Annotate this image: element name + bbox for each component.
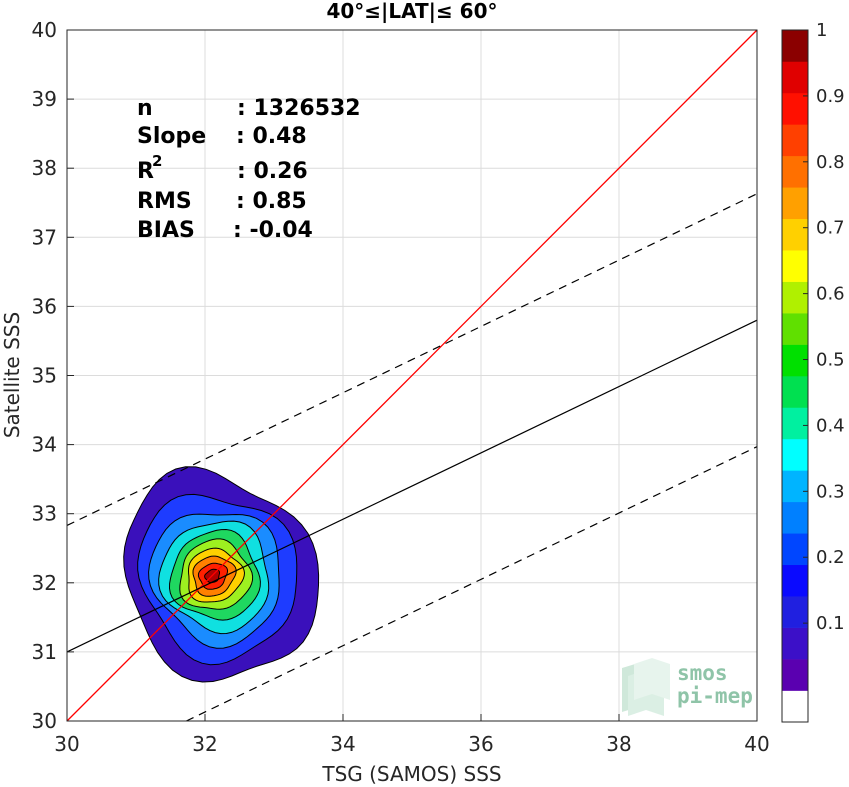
colorbar-tick-label: 1	[816, 20, 827, 41]
y-tick-label: 35	[32, 364, 57, 388]
stat-name-bias: BIAS	[137, 218, 195, 243]
fit-upper-line	[66, 193, 758, 526]
stat-value-slope: : 0.48	[236, 124, 307, 149]
colorbar-tick-label: 0.3	[816, 481, 845, 502]
y-tick-label: 31	[32, 640, 57, 664]
colorbar-frame	[781, 29, 809, 723]
y-tick-label: 36	[32, 294, 57, 318]
colorbar-tick-label: 0.4	[816, 415, 845, 436]
plot-area	[66, 29, 758, 722]
x-tick-label: 34	[330, 732, 355, 756]
colorbar-tick-label: 0.9	[816, 86, 845, 107]
x-tick-label: 38	[606, 732, 631, 756]
x-tick-label: 36	[468, 732, 493, 756]
colorbar-segment	[782, 438, 808, 471]
stat-value-bias: : -0.04	[233, 218, 313, 243]
stat-value-rms: : 0.85	[236, 189, 307, 214]
logo-line2: pi-mep	[677, 684, 753, 708]
colorbar-segment	[782, 250, 808, 282]
colorbar-segment	[782, 470, 808, 503]
colorbar-segment	[782, 627, 808, 660]
regression-lines	[66, 29, 758, 722]
y-axis-label: Satellite SSS	[0, 312, 24, 438]
x-axis-label: TSG (SAMOS) SSS	[321, 762, 501, 786]
colorbar-tick-label: 0.2	[816, 547, 845, 568]
y-tick-label: 34	[32, 433, 57, 457]
stat-superscript: 2	[152, 152, 162, 170]
fit-lower-line	[186, 446, 758, 722]
y-tick-label: 30	[32, 709, 57, 733]
logo-line1: smos	[677, 661, 728, 685]
colorbar-segment	[782, 124, 808, 157]
x-tick-label: 30	[54, 732, 79, 756]
colorbar-tick-label: 0.5	[816, 350, 845, 371]
colorbar-segment	[782, 92, 808, 125]
stat-value-r: : 0.26	[237, 159, 308, 184]
colorbar-segment	[782, 690, 808, 723]
colorbar-segment	[782, 659, 808, 691]
y-tick-label: 38	[32, 156, 57, 180]
colorbar-segment	[782, 187, 808, 220]
stat-name-r: R	[137, 159, 154, 184]
colorbar-segment	[782, 376, 808, 408]
chart-title: 40°≤|LAT|≤ 60°	[326, 0, 497, 23]
colorbar	[781, 29, 809, 723]
stat-name-n: n	[137, 96, 153, 121]
colorbar-tick-label: 0.8	[816, 152, 845, 173]
y-tick-label: 40	[32, 18, 57, 42]
x-tick-label: 40	[744, 732, 769, 756]
identity-line	[66, 29, 758, 722]
stat-name-rms: RMS	[137, 189, 192, 214]
logo-waves-icon	[622, 658, 670, 716]
colorbar-tick-label: 0.7	[816, 218, 845, 239]
smos-pimep-logo: smos pi-mep	[622, 658, 753, 716]
colorbar-segment	[782, 313, 808, 345]
x-tick-label: 32	[192, 732, 217, 756]
colorbar-tick-label: 0.1	[816, 613, 845, 634]
colorbar-segment	[782, 344, 808, 377]
colorbar-segment	[782, 407, 808, 440]
colorbar-segment	[782, 533, 808, 566]
fit-line	[66, 319, 758, 653]
colorbar-segment	[782, 30, 808, 62]
colorbar-segment	[782, 501, 808, 534]
colorbar-segment	[782, 155, 808, 188]
y-tick-label: 37	[32, 225, 57, 249]
colorbar-tick-label: 0.6	[816, 284, 845, 305]
x-tick-labels: 30 32 34 36 38 40	[54, 714, 770, 756]
stats-box: n : 1326532 Slope : 0.48 R2 : 0.26 RMS : 0.85 BI…	[137, 96, 361, 243]
stat-name-slope: Slope	[137, 124, 206, 149]
colorbar-segment	[782, 596, 808, 628]
y-tick-labels: 30 31 32 33 34 35 36 37 38 39 40	[32, 18, 74, 733]
y-tick-label: 33	[32, 502, 57, 526]
colorbar-tick-labels: 0.1 0.2 0.3 0.4 0.5 0.6 0.7 0.8 0.9 1	[803, 20, 845, 634]
stat-value-n: : 1326532	[237, 96, 361, 121]
colorbar-segment	[782, 281, 808, 314]
colorbar-segment	[782, 218, 808, 251]
colorbar-segment	[782, 564, 808, 597]
y-tick-label: 39	[32, 87, 57, 111]
y-tick-label: 32	[32, 571, 57, 595]
colorbar-segment	[782, 61, 808, 94]
